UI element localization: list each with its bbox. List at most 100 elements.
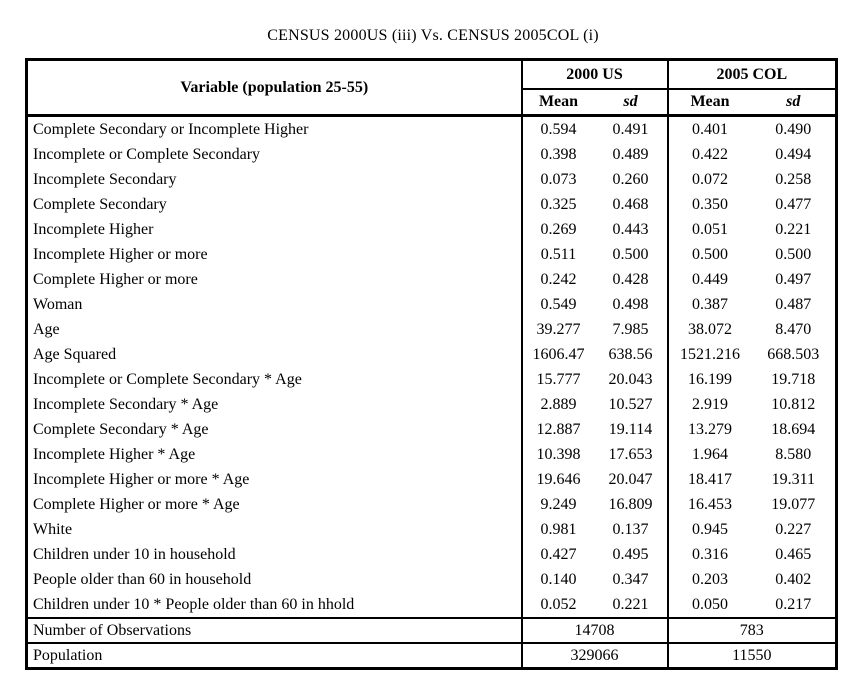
- row-2000us-mean: 0.549: [520, 292, 595, 317]
- row-2000us-mean: 0.511: [520, 242, 595, 267]
- row-2005col-mean: 0.422: [666, 142, 752, 167]
- row-2005col-sd: 19.077: [771, 495, 816, 513]
- row-variable-label: Incomplete Secondary * Age: [33, 395, 219, 413]
- row-2000us-sd: 0.500: [612, 245, 649, 263]
- row-variable-label: Incomplete Higher * Age: [33, 445, 196, 463]
- row-2000us-sd: 20.043: [608, 370, 653, 388]
- table-row: Incomplete Secondary * Age 2.889 10.527 …: [27, 392, 837, 417]
- summary-2000us-value: 329066: [520, 643, 668, 669]
- table-row: White 0.981 0.137 0.945 0.227: [27, 517, 837, 542]
- row-2005col-sd: 668.503: [767, 345, 820, 363]
- row-2005col-sd: 0.500: [775, 245, 812, 263]
- summary-row: Population 329066 11550: [26, 643, 837, 669]
- row-2005col-sd: 0.258: [775, 170, 812, 188]
- row-2005col-mean: 2.919: [666, 392, 752, 417]
- row-2000us-sd: 0.260: [612, 170, 649, 188]
- row-2005col-sd: 18.694: [771, 420, 816, 438]
- row-variable-label: Complete Secondary: [33, 195, 167, 213]
- row-variable-label: Children under 10 * People older than 60…: [33, 595, 355, 613]
- row-variable-label: Complete Higher or more: [33, 270, 198, 288]
- summary-row-label: Number of Observations: [33, 621, 192, 639]
- row-2005col-sd: 0.465: [775, 545, 812, 563]
- row-2005col-mean: 0.945: [666, 517, 752, 542]
- table-row: Age 39.277 7.985 38.072 8.470: [27, 317, 837, 342]
- row-2005col-sd: 0.487: [775, 295, 812, 313]
- mean-header-2005col: Mean: [666, 89, 752, 116]
- row-variable-label: People older than 60 in household: [33, 570, 252, 588]
- row-2000us-sd: 20.047: [608, 470, 653, 488]
- row-2000us-mean: 0.594: [520, 115, 595, 142]
- table-row: Children under 10 in household 0.427 0.4…: [27, 542, 837, 567]
- row-2000us-sd: 19.114: [608, 420, 653, 438]
- row-2005col-mean: 0.350: [666, 192, 752, 217]
- row-variable-label: Age: [33, 320, 60, 338]
- row-2000us-mean: 0.242: [520, 267, 595, 292]
- table-row: Incomplete Higher or more 0.511 0.500 0.…: [27, 242, 837, 267]
- row-2005col-sd: 19.311: [771, 470, 815, 488]
- table-row: Complete Secondary * Age 12.887 19.114 1…: [27, 417, 837, 442]
- row-2000us-mean: 0.140: [520, 567, 595, 592]
- row-2000us-sd: 0.491: [612, 120, 649, 138]
- table-row: Incomplete Higher 0.269 0.443 0.051 0.22…: [27, 217, 837, 242]
- row-2000us-sd: 638.56: [608, 345, 653, 363]
- row-2000us-mean: 10.398: [520, 442, 595, 467]
- row-2000us-sd: 0.137: [612, 520, 649, 538]
- sd-header-2000us: sd: [623, 93, 638, 110]
- summary-2005col-value: 11550: [666, 643, 837, 669]
- table-row: Incomplete Secondary 0.073 0.260 0.072 0…: [27, 167, 837, 192]
- row-2000us-sd: 0.221: [612, 595, 649, 613]
- row-variable-label: Children under 10 in household: [33, 545, 236, 563]
- row-2005col-sd: 10.812: [771, 395, 816, 413]
- row-2000us-mean: 0.325: [520, 192, 595, 217]
- row-2005col-mean: 16.453: [666, 492, 752, 517]
- row-2005col-mean: 0.316: [666, 542, 752, 567]
- row-2000us-sd: 7.985: [612, 320, 649, 338]
- summary-row: Number of Observations 14708 783: [26, 618, 837, 643]
- row-2000us-mean: 0.052: [520, 592, 595, 618]
- row-variable-label: Incomplete Secondary: [33, 170, 177, 188]
- group-header-row: Variable (population 25-55) 2000 US 2005…: [27, 59, 837, 96]
- summary-statistics-table: Variable (population 25-55) 2000 US 2005…: [25, 58, 839, 670]
- variable-column-header: Variable (population 25-55): [180, 78, 369, 96]
- table-title: CENSUS 2000US (iii) Vs. CENSUS 2005COL (…: [267, 27, 599, 44]
- row-2005col-mean: 0.387: [666, 292, 752, 317]
- row-variable-label: Complete Higher or more * Age: [33, 495, 240, 513]
- row-2005col-mean: 1521.216: [666, 342, 752, 367]
- row-2005col-sd: 0.217: [775, 595, 812, 613]
- row-variable-label: Woman: [33, 295, 83, 313]
- row-2000us-mean: 0.427: [520, 542, 595, 567]
- row-2005col-mean: 0.203: [666, 567, 752, 592]
- row-2005col-mean: 0.072: [666, 167, 752, 192]
- table-row: People older than 60 in household 0.140 …: [27, 567, 837, 592]
- table-row: Complete Secondary 0.325 0.468 0.350 0.4…: [27, 192, 837, 217]
- table-row: Woman 0.549 0.498 0.387 0.487: [27, 292, 837, 317]
- row-2005col-sd: 0.497: [775, 270, 812, 288]
- row-2005col-mean: 16.199: [666, 367, 752, 392]
- row-2005col-sd: 8.470: [775, 320, 812, 338]
- row-2005col-mean: 0.051: [666, 217, 752, 242]
- summary-2000us-value: 14708: [520, 618, 668, 643]
- table-row: Complete Higher or more * Age 9.249 16.8…: [27, 492, 837, 517]
- row-2005col-mean: 0.449: [666, 267, 752, 292]
- table-row: Complete Higher or more 0.242 0.428 0.44…: [27, 267, 837, 292]
- row-2000us-sd: 0.489: [612, 145, 649, 163]
- row-2000us-mean: 0.269: [520, 217, 595, 242]
- row-2005col-sd: 19.718: [771, 370, 816, 388]
- summary-2005col-value: 783: [666, 618, 837, 643]
- table-row: Incomplete or Complete Secondary 0.398 0…: [27, 142, 837, 167]
- row-2000us-sd: 0.468: [612, 195, 649, 213]
- sd-header-2005col: sd: [786, 93, 801, 110]
- table-row: Incomplete or Complete Secondary * Age 1…: [27, 367, 837, 392]
- table-row: Age Squared 1606.47 638.56 1521.216 668.…: [27, 342, 837, 367]
- table-row: Complete Secondary or Incomplete Higher …: [27, 115, 837, 142]
- group-header-2000us: 2000 US: [520, 59, 668, 90]
- row-2005col-sd: 0.490: [775, 120, 812, 138]
- row-2000us-mean: 15.777: [520, 367, 595, 392]
- table-summary-section: Number of Observations 14708 783 Populat…: [26, 618, 837, 669]
- row-2005col-sd: 0.221: [775, 220, 812, 238]
- row-2000us-sd: 0.495: [612, 545, 649, 563]
- row-2005col-sd: 0.494: [775, 145, 812, 163]
- row-2000us-sd: 0.347: [612, 570, 649, 588]
- table-body: Complete Secondary or Incomplete Higher …: [27, 115, 837, 618]
